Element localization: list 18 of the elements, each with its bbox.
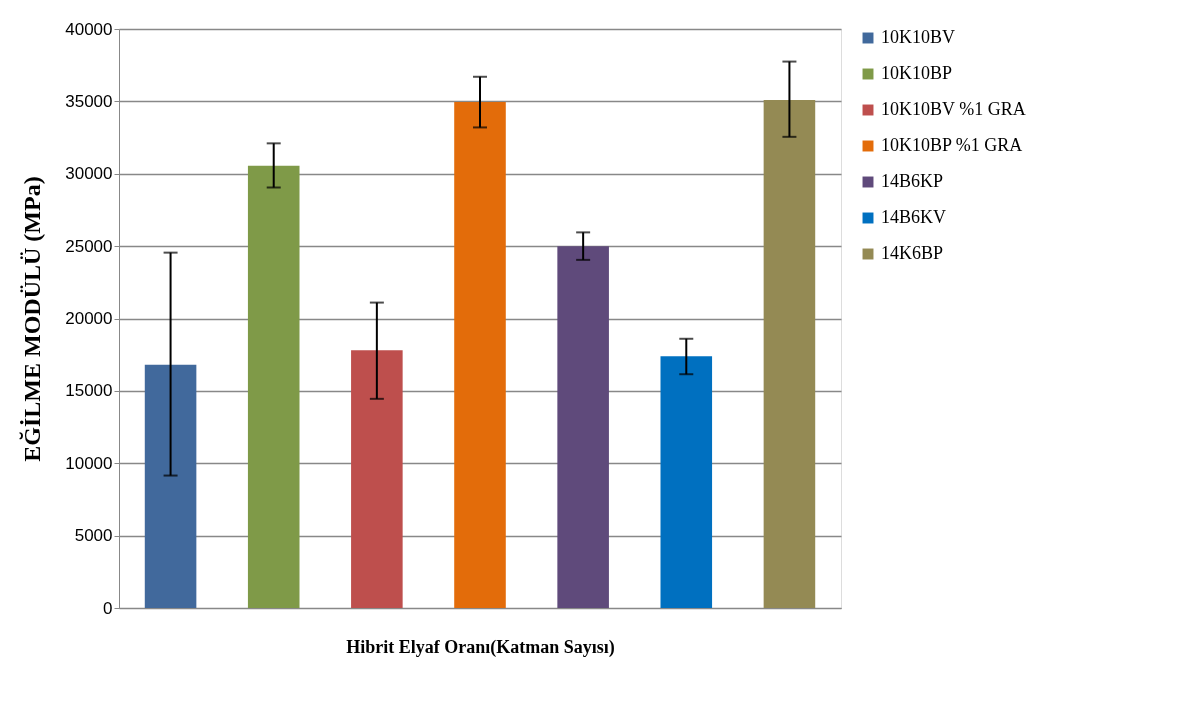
y-tick-label: 40000	[65, 19, 113, 39]
y-tick-label: 35000	[65, 91, 113, 111]
legend-label: 10K10BV %1 GRA	[881, 99, 1026, 119]
legend-label: 14B6KP	[881, 171, 944, 191]
legend-label: 14K6BP	[881, 243, 944, 263]
legend-label: 10K10BP %1 GRA	[881, 135, 1023, 155]
legend-label: 14B6KV	[881, 207, 947, 227]
y-tick-label: 25000	[65, 236, 113, 256]
y-tick-label: 5000	[74, 526, 113, 546]
y-tick-label: 0	[103, 598, 113, 618]
x-axis-title: Hibrit Elyaf Oranı(Katman Sayısı)	[346, 636, 615, 658]
y-tick-label: 20000	[65, 309, 113, 328]
legend-label: 10K10BP	[881, 63, 953, 83]
y-tick-label: 10000	[65, 453, 113, 473]
y-axis-title: EĞİLME MODÜLÜ (MPa)	[19, 176, 46, 462]
legend-label: 10K10BV	[881, 27, 956, 47]
y-tick-label: 30000	[65, 164, 113, 184]
y-tick-label: 15000	[65, 381, 113, 401]
